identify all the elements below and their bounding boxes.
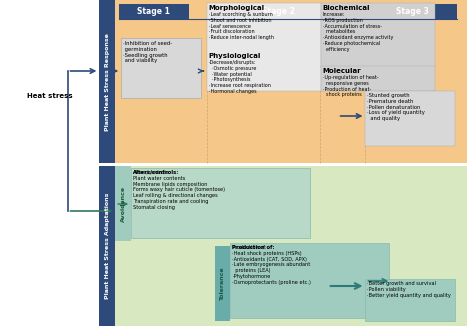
FancyBboxPatch shape	[121, 38, 201, 98]
FancyBboxPatch shape	[321, 3, 435, 68]
FancyBboxPatch shape	[100, 0, 115, 163]
FancyBboxPatch shape	[119, 4, 189, 20]
Text: Avoidance: Avoidance	[121, 186, 126, 222]
FancyBboxPatch shape	[115, 166, 131, 241]
Text: Stage 2: Stage 2	[262, 7, 294, 16]
Text: ·Stunted growth
·Premature death
·Pollen denaturation
·Loss of yield quantity
  : ·Stunted growth ·Premature death ·Pollen…	[367, 93, 425, 121]
Text: Morphological: Morphological	[209, 5, 264, 11]
FancyBboxPatch shape	[100, 0, 467, 163]
Text: ·Inhibition of seed-
 germination
·Seedling growth
 and viability: ·Inhibition of seed- germination ·Seedli…	[123, 41, 172, 63]
FancyBboxPatch shape	[365, 91, 455, 146]
Text: Biochemical: Biochemical	[323, 5, 370, 11]
Text: Plant Heat Stress Response: Plant Heat Stress Response	[105, 33, 110, 131]
FancyBboxPatch shape	[367, 4, 457, 20]
FancyBboxPatch shape	[100, 166, 467, 326]
Text: Heat stress: Heat stress	[27, 93, 73, 99]
FancyBboxPatch shape	[321, 66, 435, 91]
Text: Increase:
·ROS production
·Accumulation of stress-
  metabolites
·Antioxidant en: Increase: ·ROS production ·Accumulation …	[323, 12, 393, 52]
FancyBboxPatch shape	[365, 279, 455, 321]
Text: Physiological: Physiological	[209, 53, 261, 59]
Text: Stage 3: Stage 3	[396, 7, 428, 16]
Text: Plant Heat Stress Adaptations: Plant Heat Stress Adaptations	[105, 193, 110, 299]
Text: Tolerance: Tolerance	[220, 267, 225, 301]
Text: ·Decrease/disrupts:
  ·Osmotic pressure
  ·Water potential
  ·Photosynthesis
·In: ·Decrease/disrupts: ·Osmotic pressure ·W…	[209, 60, 271, 94]
Text: ·Better growth and survival
·Pollen viability
·Better yield quantity and quality: ·Better growth and survival ·Pollen viab…	[367, 281, 451, 298]
Text: Molecular: Molecular	[323, 68, 361, 74]
FancyBboxPatch shape	[100, 166, 115, 326]
FancyBboxPatch shape	[215, 246, 230, 321]
FancyBboxPatch shape	[131, 168, 310, 238]
Text: ·Up-regulation of heat-
  responsive genes
·Production of heat-
  shock proteins: ·Up-regulation of heat- responsive genes…	[323, 75, 378, 97]
Text: Alters/controls:: Alters/controls:	[133, 170, 180, 175]
Text: ·Leaf scorching & sunburn
·Shoot and root inhibition
·Leaf senescence
·Fruit dis: ·Leaf scorching & sunburn ·Shoot and roo…	[209, 12, 273, 40]
FancyBboxPatch shape	[207, 3, 321, 91]
Text: Production of:: Production of:	[232, 245, 275, 250]
Text: Stage 1: Stage 1	[137, 7, 170, 16]
FancyBboxPatch shape	[219, 4, 337, 20]
Text: Production of:
·Heat shock proteins (HSPs)
·Antioxidants (CAT, SOD, APX)
·Late e: Production of: ·Heat shock proteins (HSP…	[232, 245, 311, 285]
FancyBboxPatch shape	[230, 243, 389, 318]
Text: Alters/controls:
Plant water contents
Membrane lipids composition
Forms waxy hai: Alters/controls: Plant water contents Me…	[133, 170, 225, 210]
